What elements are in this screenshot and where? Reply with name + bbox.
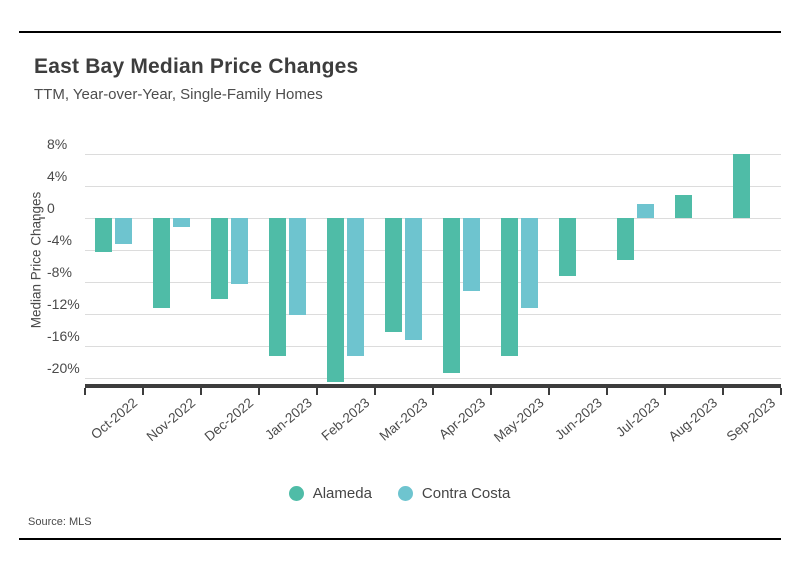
x-axis-tick: [374, 388, 376, 395]
bar-alameda-jun-2023: [559, 218, 576, 277]
x-axis-tick: [84, 388, 86, 395]
bar-alameda-jul-2023: [617, 218, 634, 261]
gridline--12: [85, 314, 781, 315]
chart-title: East Bay Median Price Changes: [34, 55, 359, 78]
legend-item-alameda: Alameda: [288, 485, 372, 502]
bar-alameda-feb-2023: [327, 218, 344, 382]
x-axis-tick: [258, 388, 260, 395]
bar-alameda-apr-2023: [443, 218, 460, 374]
gridline-0: [85, 218, 781, 219]
ytick-label--16: -16%: [47, 328, 80, 344]
ytick-label-0: 0: [47, 200, 55, 216]
x-axis-tick: [200, 388, 202, 395]
x-axis-tick: [432, 388, 434, 395]
x-axis-line: [85, 384, 781, 388]
gridline-4: [85, 186, 781, 187]
legend-item-contra-costa: Contra Costa: [397, 485, 511, 502]
bottom-rule: [19, 538, 781, 540]
bar-alameda-may-2023: [501, 218, 518, 357]
gridline--4: [85, 250, 781, 251]
legend-label-contra-costa: Contra Costa: [421, 485, 511, 502]
bar-contra-costa-nov-2022: [172, 218, 190, 227]
gridline--16: [85, 346, 781, 347]
x-axis-tick: [548, 388, 550, 395]
y-axis-zero-tick: [39, 217, 45, 219]
legend-marker-contra-costa-icon: [397, 486, 413, 501]
bar-contra-costa-dec-2022: [230, 218, 248, 285]
gridline--20: [85, 378, 781, 379]
legend-label-alameda: Alameda: [312, 485, 372, 502]
legend-marker-alameda-icon: [288, 486, 304, 501]
gridline--8: [85, 282, 781, 283]
ytick-label--20: -20%: [47, 360, 80, 376]
x-axis-tick: [316, 388, 318, 395]
bar-contra-costa-may-2023: [520, 218, 538, 309]
bar-alameda-aug-2023: [675, 194, 692, 218]
bar-contra-costa-jul-2023: [636, 203, 654, 218]
top-rule: [19, 31, 781, 33]
bar-alameda-dec-2022: [211, 218, 228, 299]
x-axis-tick: [664, 388, 666, 395]
bar-alameda-jan-2023: [269, 218, 286, 357]
ytick-label--12: -12%: [47, 296, 80, 312]
bar-contra-costa-oct-2022: [114, 218, 132, 244]
bar-alameda-oct-2022: [95, 218, 112, 253]
ytick-label-4: 4%: [47, 168, 68, 184]
bar-contra-costa-apr-2023: [462, 218, 480, 291]
x-axis-tick: [490, 388, 492, 395]
ytick-label--4: -4%: [47, 232, 72, 248]
x-axis-tick: [142, 388, 144, 395]
chart-subtitle: TTM, Year-over-Year, Single-Family Homes: [34, 86, 323, 103]
legend: Alameda Contra Costa: [0, 485, 799, 502]
x-axis-tick: [780, 388, 782, 395]
bar-alameda-mar-2023: [385, 218, 402, 332]
bar-alameda-nov-2022: [153, 218, 170, 309]
ytick-label-8: 8%: [47, 136, 68, 152]
ytick-label--8: -8%: [47, 264, 72, 280]
x-axis-tick: [722, 388, 724, 395]
y-axis-title: Median Price Changes: [28, 191, 44, 329]
gridline-8: [85, 154, 781, 155]
bar-contra-costa-mar-2023: [404, 218, 422, 341]
bar-alameda-sep-2023: [733, 154, 750, 218]
x-axis-tick: [606, 388, 608, 395]
bar-contra-costa-jan-2023: [288, 218, 306, 315]
source-note: Source: MLS: [28, 516, 92, 528]
bar-contra-costa-feb-2023: [346, 218, 364, 357]
